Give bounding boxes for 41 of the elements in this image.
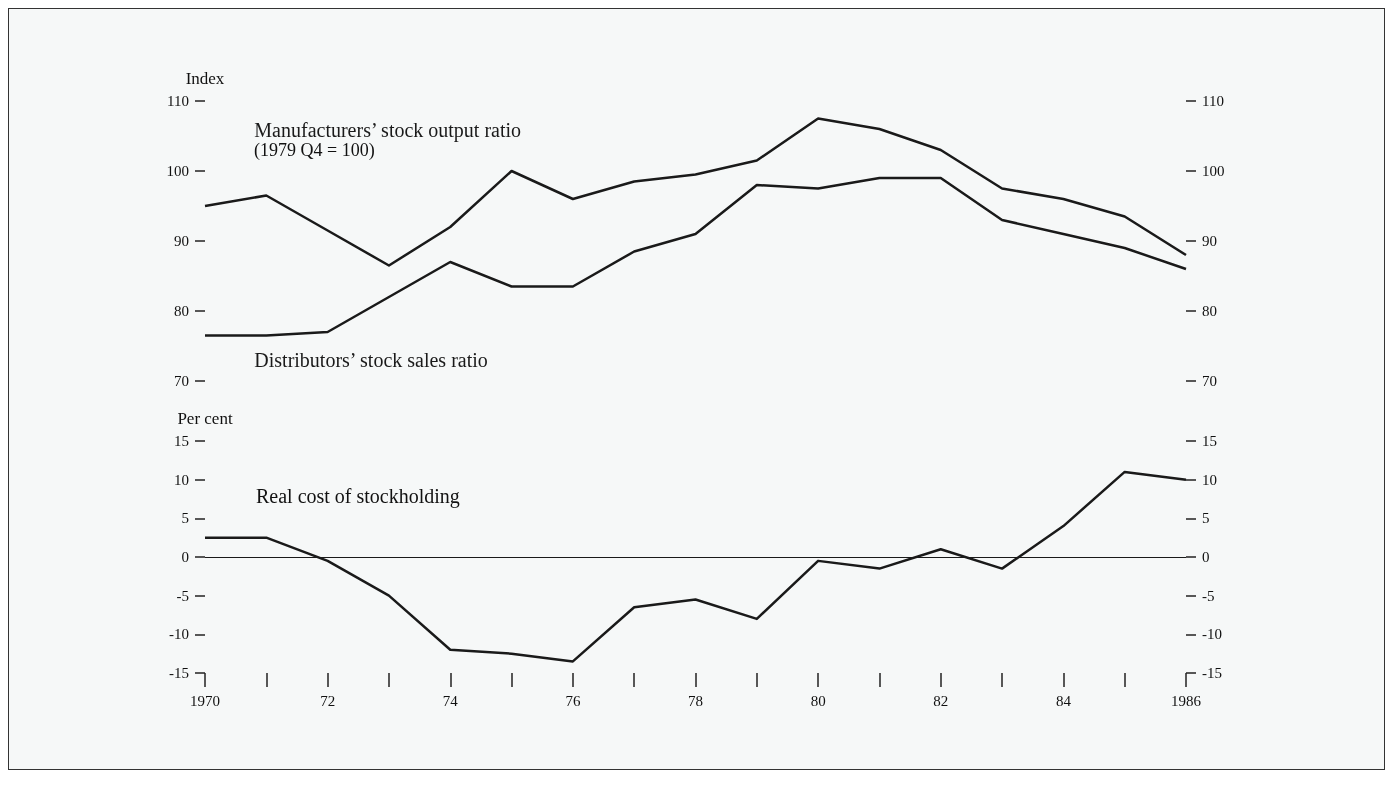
y-tick-label: 100	[166, 163, 189, 179]
y-tick-label: 0	[181, 549, 189, 565]
y2-tick-label: 15	[1202, 433, 1217, 449]
y-axis-title: Index	[185, 69, 225, 88]
y-axis-title: Per cent	[177, 409, 233, 428]
y-tick-label: 70	[174, 373, 189, 389]
x-tick-label: 78	[688, 692, 703, 709]
y2-tick-label: -15	[1202, 665, 1222, 681]
y2-tick-label: -10	[1202, 626, 1222, 643]
series-label: Manufacturers’ stock output ratio	[254, 118, 522, 142]
annotation: (1979 Q4 = 100)	[254, 140, 375, 161]
x-tick-label: 74	[442, 692, 459, 709]
x-tick-label: 82	[933, 692, 949, 709]
y2-tick-label: 0	[1202, 549, 1210, 565]
y2-tick-label: 110	[1202, 93, 1224, 109]
y-tick-label: -15	[169, 665, 189, 681]
x-tick-label: 72	[320, 692, 336, 709]
y-tick-label: -5	[176, 587, 189, 604]
y2-tick-label: -5	[1202, 587, 1215, 604]
y2-tick-label: 5	[1202, 510, 1210, 527]
y-tick-label: 10	[174, 471, 189, 488]
x-tick-label: 80	[810, 692, 826, 709]
x-tick-label: 1986	[1171, 692, 1202, 709]
y-tick-label: 90	[174, 233, 189, 249]
y2-tick-label: 10	[1202, 471, 1217, 488]
y-tick-label: 5	[181, 510, 189, 527]
series-label: Distributors’ stock sales ratio	[254, 348, 488, 371]
y2-tick-label: 100	[1202, 163, 1225, 179]
y-tick-label: 15	[174, 433, 189, 449]
y2-tick-label: 70	[1202, 373, 1217, 389]
y-tick-label: 80	[174, 303, 189, 319]
y2-tick-label: 90	[1202, 233, 1217, 249]
line-series	[203, 117, 1188, 267]
series-label: Real cost of stockholding	[256, 485, 460, 508]
y-tick-label: -10	[169, 626, 189, 643]
x-tick-label: 84	[1055, 692, 1072, 709]
y2-tick-label: 80	[1202, 303, 1217, 319]
y-tick-label: 110	[167, 93, 189, 109]
line-series	[203, 176, 1188, 337]
x-tick-label: 1970	[190, 692, 220, 709]
x-tick-label: 76	[565, 692, 581, 709]
